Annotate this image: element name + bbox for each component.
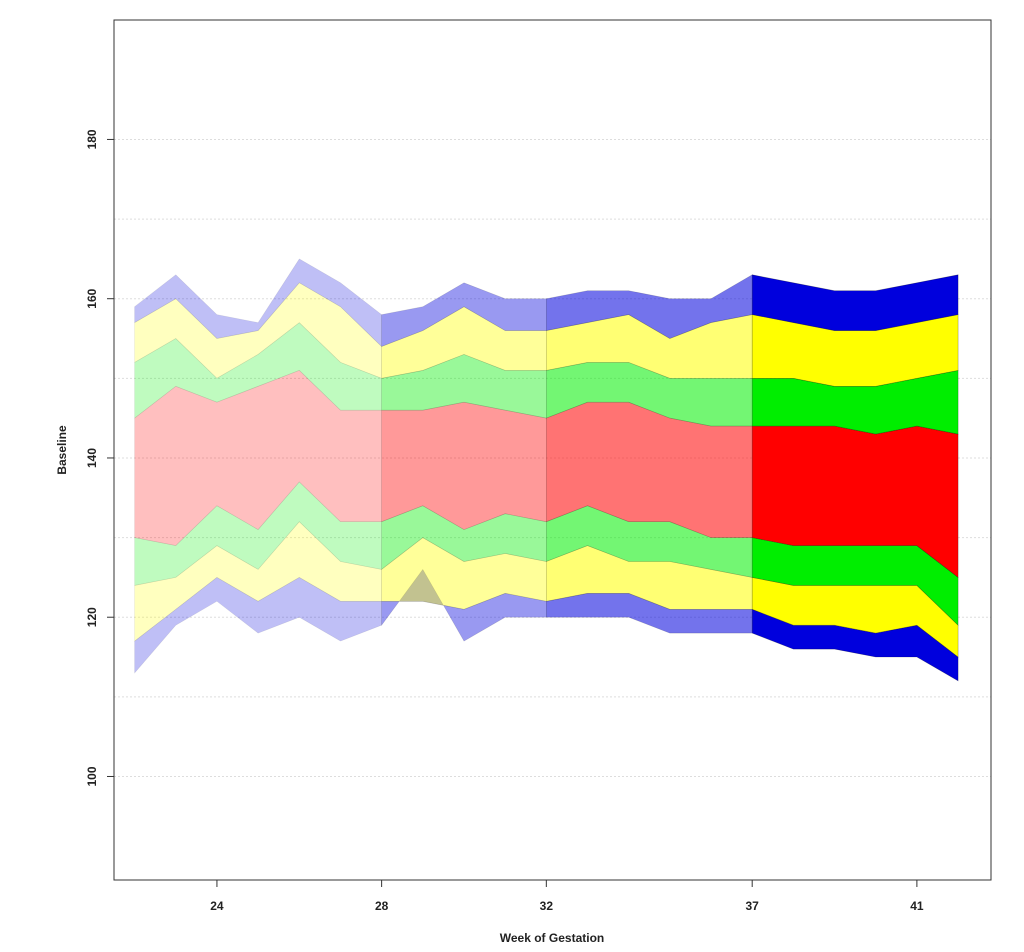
x-tick-label: 41 <box>910 899 924 913</box>
band-3-segment-0 <box>134 370 382 546</box>
y-tick-label: 140 <box>85 448 99 468</box>
x-axis-label: Week of Gestation <box>500 931 604 945</box>
y-axis: 100 120 140 160 180 <box>85 129 114 787</box>
y-tick-label: 180 <box>85 129 99 149</box>
band-6-segment-0 <box>134 258 382 348</box>
x-tick-label: 32 <box>540 899 554 913</box>
percentile-bands <box>134 258 959 682</box>
x-tick-label: 37 <box>746 899 760 913</box>
x-tick-label: 24 <box>210 899 224 913</box>
x-axis: 24 28 32 37 41 <box>210 880 924 913</box>
band-3-segment-1 <box>381 401 547 530</box>
band-1-segment-0 <box>134 521 382 642</box>
x-tick-label: 28 <box>375 899 389 913</box>
band-2-segment-0 <box>134 481 382 586</box>
band-6-segment-3 <box>751 274 959 331</box>
y-tick-label: 100 <box>85 766 99 786</box>
y-axis-label: Baseline <box>55 425 69 475</box>
band-0-segment-0 <box>134 577 382 674</box>
plot-frame <box>113 19 992 881</box>
band-4-segment-0 <box>134 322 382 419</box>
band-5-segment-0 <box>134 282 382 379</box>
y-tick-label: 160 <box>85 288 99 308</box>
y-tick-label: 120 <box>85 607 99 627</box>
